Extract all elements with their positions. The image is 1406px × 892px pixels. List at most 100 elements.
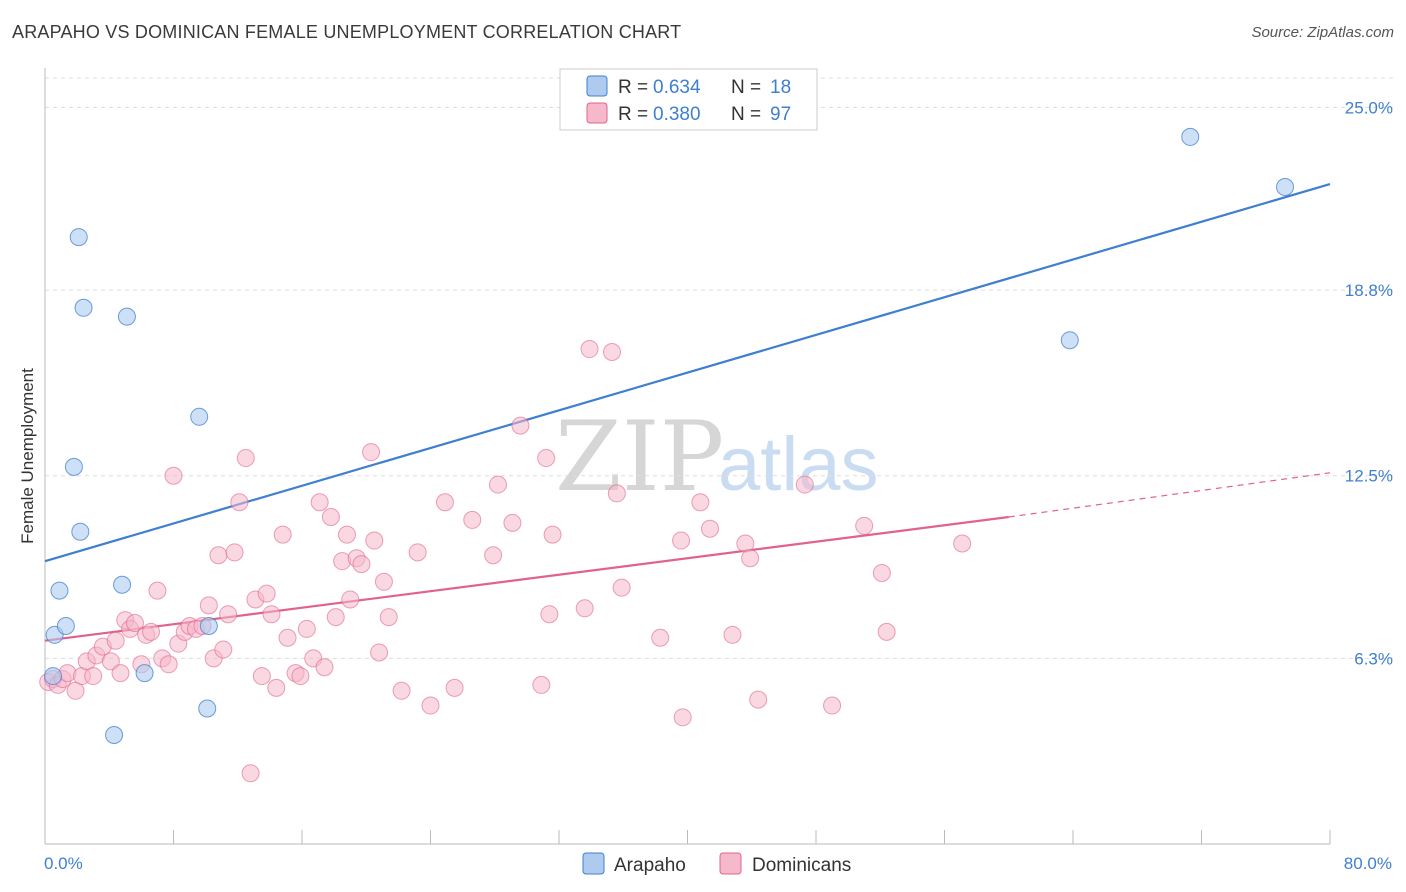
dominicans-point — [362, 443, 381, 462]
legend-r-value-arapaho: 0.634 — [653, 77, 701, 98]
dominicans-points — [39, 340, 972, 783]
dominicans-trend-extension — [1008, 472, 1331, 518]
dominicans-point — [723, 625, 742, 644]
dominicans-point — [297, 619, 316, 638]
dominicans-point — [741, 549, 760, 568]
legend-r-label-dominicans: R = — [618, 104, 648, 125]
dominicans-point — [106, 631, 125, 650]
axes — [44, 68, 1331, 845]
dominicans-point — [111, 664, 130, 683]
y-axis-label: Female Unemployment — [18, 368, 37, 544]
dominicans-point — [700, 519, 719, 538]
bottom-legend-swatch-dominicans — [719, 852, 742, 875]
dominicans-point — [445, 678, 464, 697]
dominicans-point — [691, 493, 710, 512]
dominicans-point — [337, 525, 356, 544]
dominicans-point — [219, 605, 238, 624]
dominicans-point — [321, 507, 340, 526]
dominicans-point — [159, 655, 178, 674]
dominicans-point — [673, 708, 692, 727]
dominicans-point — [273, 525, 292, 544]
dominicans-point — [877, 622, 896, 641]
dominicans-point — [484, 546, 503, 565]
arapaho-point — [198, 699, 217, 718]
dominicans-point — [543, 525, 562, 544]
legend-n-value-dominicans: 97 — [770, 104, 791, 125]
arapaho-point — [105, 725, 124, 744]
dominicans-point — [341, 590, 360, 609]
dominicans-point — [278, 628, 297, 647]
dominicans-point — [463, 510, 482, 529]
dominicans-point — [326, 608, 345, 627]
dominicans-point — [607, 484, 626, 503]
dominicans-point — [241, 764, 260, 783]
dominicans-point — [392, 681, 411, 700]
x-tick-label-min: 0.0% — [44, 854, 83, 873]
dominicans-point — [540, 605, 559, 624]
legend-swatch-arapaho — [586, 75, 608, 97]
dominicans-point — [603, 342, 622, 361]
dominicans-point — [408, 543, 427, 562]
dominicans-point — [370, 643, 389, 662]
legend-box: R = 0.634 N = 18 R = 0.380 N = 97 — [559, 68, 818, 131]
legend-n-label-arapaho: N = — [731, 77, 761, 98]
x-tick-label-max: 80.0% — [1344, 854, 1392, 873]
dominicans-point — [199, 596, 218, 615]
dominicans-point — [823, 696, 842, 715]
dominicans-point — [148, 581, 167, 600]
y-tick-label: 6.3% — [1354, 649, 1393, 668]
dominicans-point — [580, 340, 599, 359]
y-tick-label: 12.5% — [1345, 467, 1393, 486]
dominicans-point — [612, 578, 631, 597]
dominicans-point — [101, 652, 120, 671]
dominicans-point — [488, 475, 507, 494]
arapaho-point — [1060, 331, 1079, 350]
dominicans-point — [503, 513, 522, 532]
dominicans-point — [257, 584, 276, 603]
dominicans-point — [214, 640, 233, 659]
gridlines — [45, 77, 1393, 659]
legend-n-value-arapaho: 18 — [770, 77, 791, 98]
arapaho-point — [199, 616, 218, 635]
dominicans-point — [315, 658, 334, 677]
dominicans-point — [333, 552, 352, 571]
dominicans-point — [855, 516, 874, 535]
arapaho-point — [135, 664, 154, 683]
dominicans-point — [872, 563, 891, 582]
watermark-zip: ZIP — [555, 401, 724, 513]
dominicans-point — [291, 667, 310, 686]
y-tick-label: 25.0% — [1345, 98, 1393, 117]
watermark-atlas: atlas — [718, 422, 879, 507]
y-tick-labels: 6.3% 12.5% 18.8% 25.0% — [1345, 98, 1393, 668]
dominicans-point — [532, 675, 551, 694]
dominicans-point — [230, 493, 249, 512]
legend-n-label-dominicans: N = — [731, 104, 761, 125]
dominicans-point — [511, 416, 530, 435]
dominicans-point — [365, 531, 384, 550]
dominicans-point — [125, 614, 144, 633]
arapaho-point — [1276, 178, 1295, 197]
dominicans-point — [537, 449, 556, 468]
dominicans-point — [575, 599, 594, 618]
dominicans-point — [267, 678, 286, 697]
dominicans-point — [749, 690, 768, 709]
dominicans-point — [236, 449, 255, 468]
dominicans-point — [225, 543, 244, 562]
arapaho-point — [69, 228, 88, 247]
dominicans-point — [84, 667, 103, 686]
arapaho-point — [44, 667, 63, 686]
arapaho-point — [113, 575, 132, 594]
source-label: Source: ZipAtlas.com — [1251, 24, 1394, 41]
arapaho-point — [1181, 127, 1200, 146]
dominicans-point — [651, 628, 670, 647]
dominicans-point — [421, 696, 440, 715]
dominicans-point — [142, 622, 161, 641]
dominicans-point — [374, 572, 393, 591]
bottom-legend-swatch-arapaho — [582, 852, 605, 875]
dominicans-point — [262, 605, 281, 624]
arapaho-point — [74, 298, 93, 317]
arapaho-point — [64, 457, 83, 476]
bottom-legend: Arapaho Dominicans — [582, 852, 851, 876]
dominicans-point — [252, 667, 271, 686]
